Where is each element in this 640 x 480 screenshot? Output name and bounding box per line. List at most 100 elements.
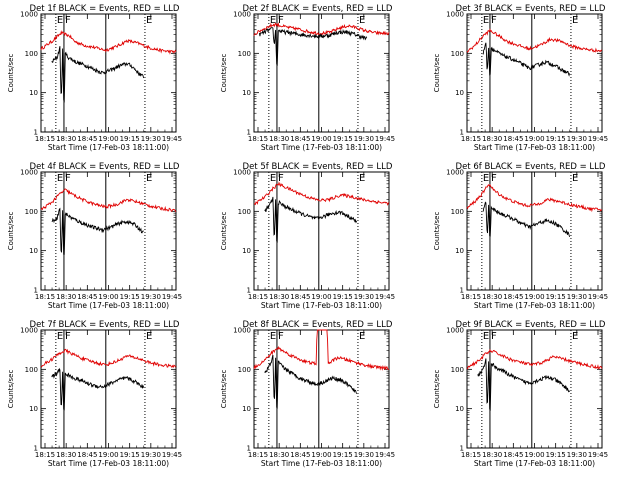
lld-series-line xyxy=(40,348,177,369)
y-tick-label: 100 xyxy=(451,208,464,216)
y-axis-label: Counts/sec xyxy=(433,54,441,93)
lld-series-line xyxy=(466,184,603,213)
x-tick-label: 18:30 xyxy=(482,293,502,301)
y-tick-label: 100 xyxy=(451,366,464,374)
y-tick-label: 100 xyxy=(25,366,38,374)
x-tick-label: 19:00 xyxy=(524,293,544,301)
y-tick-label: 1 xyxy=(34,287,38,295)
x-tick-label: 18:30 xyxy=(56,135,76,143)
panel-3: Det 3f BLACK = Events, RED = LLD 1 10 100 10… xyxy=(433,4,608,152)
y-tick-label: 1 xyxy=(247,129,251,137)
y-tick-label: 1 xyxy=(34,445,38,453)
y-tick-label: 1000 xyxy=(446,327,464,335)
time-marker-flag: E xyxy=(270,15,276,26)
time-marker-flag: E xyxy=(57,15,63,26)
x-tick-label: 18:45 xyxy=(503,451,523,459)
y-tick-label: 1 xyxy=(247,445,251,453)
lld-series-line xyxy=(253,329,390,371)
events-series-line xyxy=(264,196,358,243)
x-tick-label: 19:45 xyxy=(588,135,608,143)
time-marker-flag: F xyxy=(65,15,71,26)
time-marker-flag: E xyxy=(572,331,578,342)
y-tick-label: 100 xyxy=(25,50,38,58)
x-tick-label: 19:15 xyxy=(120,451,140,459)
y-tick-label: 1000 xyxy=(233,327,251,335)
y-tick-label: 10 xyxy=(455,89,464,97)
time-marker-flag: F xyxy=(65,331,71,342)
plot-frame xyxy=(40,171,177,291)
x-tick-label: 19:30 xyxy=(567,135,587,143)
x-tick-label: 19:00 xyxy=(98,293,118,301)
time-marker-flag: E xyxy=(483,331,489,342)
y-axis-label: Counts/sec xyxy=(220,54,228,93)
x-tick-label: 19:45 xyxy=(375,451,395,459)
panel-title: Det 9f BLACK = Events, RED = LLD xyxy=(456,320,606,330)
x-tick-label: 19:00 xyxy=(524,135,544,143)
x-tick-label: 19:30 xyxy=(354,451,374,459)
events-series-line xyxy=(51,46,145,103)
plot-frame xyxy=(466,329,603,449)
y-tick-label: 1000 xyxy=(446,169,464,177)
x-axis-label: Start Time (17-Feb-03 18:11:00) xyxy=(474,143,595,152)
panel-4: Det 4f BLACK = Events, RED = LLD 1 10 100 10… xyxy=(7,162,182,310)
y-axis-label: Counts/sec xyxy=(433,370,441,409)
x-axis-label: Start Time (17-Feb-03 18:11:00) xyxy=(261,459,382,468)
x-tick-label: 19:45 xyxy=(162,451,182,459)
x-tick-label: 19:30 xyxy=(141,293,161,301)
x-tick-label: 18:15 xyxy=(248,293,268,301)
panel-title: Det 6f BLACK = Events, RED = LLD xyxy=(456,162,606,172)
time-marker-flag: E xyxy=(359,15,365,26)
panel-7: Det 7f BLACK = Events, RED = LLD 1 10 100 10… xyxy=(7,320,182,468)
time-marker-flag: E xyxy=(146,331,152,342)
y-tick-label: 1000 xyxy=(233,169,251,177)
panel-9: Det 9f BLACK = Events, RED = LLD 1 10 100 10… xyxy=(433,320,608,468)
panel-title: Det 1f BLACK = Events, RED = LLD xyxy=(30,4,180,14)
time-marker-flag: F xyxy=(491,173,497,184)
time-marker-flag: F xyxy=(278,173,284,184)
panel-8: Det 8f BLACK = Events, RED = LLD 1 10 100 10… xyxy=(220,320,395,468)
panel-title: Det 4f BLACK = Events, RED = LLD xyxy=(30,162,180,172)
y-axis-label: Counts/sec xyxy=(7,370,15,409)
panel-6: Det 6f BLACK = Events, RED = LLD 1 10 100 10… xyxy=(433,162,608,310)
lld-series-line xyxy=(466,348,603,370)
x-tick-label: 19:45 xyxy=(162,135,182,143)
x-tick-label: 19:30 xyxy=(354,135,374,143)
panel-title: Det 7f BLACK = Events, RED = LLD xyxy=(30,320,180,330)
x-tick-label: 19:45 xyxy=(588,451,608,459)
x-tick-label: 18:30 xyxy=(482,135,502,143)
time-marker-flag: E xyxy=(572,15,578,26)
events-series-line xyxy=(264,354,358,409)
x-tick-label: 19:30 xyxy=(567,451,587,459)
y-tick-label: 10 xyxy=(242,247,251,255)
x-tick-label: 18:30 xyxy=(269,135,289,143)
y-tick-label: 1 xyxy=(460,287,464,295)
y-tick-label: 100 xyxy=(238,50,251,58)
x-tick-label: 19:00 xyxy=(98,135,118,143)
time-marker-flag: E xyxy=(146,15,152,26)
x-tick-label: 18:15 xyxy=(35,451,55,459)
x-tick-label: 19:30 xyxy=(141,135,161,143)
time-marker-flag: E xyxy=(146,173,152,184)
panel-title: Det 8f BLACK = Events, RED = LLD xyxy=(243,320,393,330)
x-tick-label: 19:15 xyxy=(120,135,140,143)
y-axis-label: Counts/sec xyxy=(220,212,228,251)
x-axis-label: Start Time (17-Feb-03 18:11:00) xyxy=(48,301,169,310)
time-marker-flag: E xyxy=(359,173,365,184)
time-marker-flag: F xyxy=(278,15,284,26)
y-tick-label: 10 xyxy=(455,247,464,255)
x-tick-label: 18:45 xyxy=(503,293,523,301)
x-axis-label: Start Time (17-Feb-03 18:11:00) xyxy=(474,301,595,310)
x-axis-label: Start Time (17-Feb-03 18:11:00) xyxy=(261,143,382,152)
x-tick-label: 19:00 xyxy=(311,293,331,301)
x-tick-label: 18:45 xyxy=(77,135,97,143)
x-tick-label: 18:45 xyxy=(290,451,310,459)
y-tick-label: 10 xyxy=(242,405,251,413)
y-tick-label: 1 xyxy=(460,129,464,137)
time-marker-flag: E xyxy=(270,331,276,342)
panel-title: Det 3f BLACK = Events, RED = LLD xyxy=(456,4,606,14)
y-tick-label: 10 xyxy=(242,89,251,97)
events-series-line xyxy=(482,201,571,237)
time-marker-flag: E xyxy=(57,173,63,184)
